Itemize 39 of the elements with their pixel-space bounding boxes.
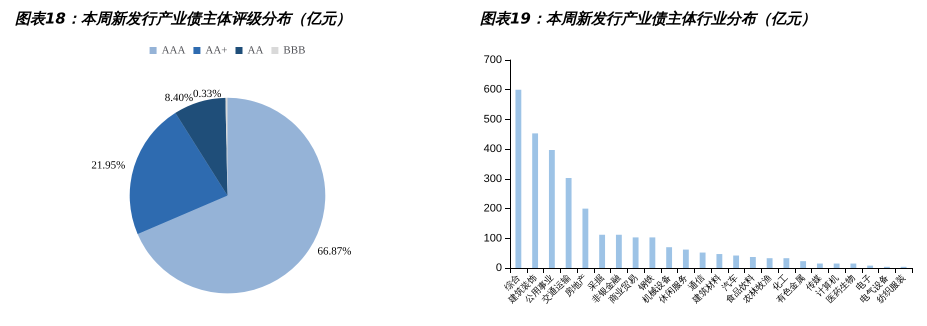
bar	[834, 264, 840, 268]
y-tick-label: 600	[484, 84, 502, 96]
y-tick-label: 400	[484, 143, 502, 156]
chart-title: 图表19：本周新发行产业债主体行业分布（亿元）	[480, 10, 816, 28]
bar	[616, 234, 622, 268]
bar	[582, 208, 588, 268]
bar	[599, 234, 606, 268]
bar	[800, 261, 806, 268]
chart-title: 图表18：本周新发行产业债主体评级分布（亿元）	[15, 10, 351, 28]
bar	[816, 264, 823, 268]
y-tick-label: 100	[484, 232, 502, 244]
bar	[700, 252, 706, 268]
legend-label: AA+	[205, 44, 228, 56]
bar	[649, 237, 656, 268]
bar	[666, 247, 672, 268]
bar	[766, 258, 773, 268]
data-label: 8.40%	[164, 92, 194, 104]
bar	[750, 257, 756, 268]
bar	[632, 237, 639, 268]
bar	[783, 258, 790, 268]
bar	[733, 256, 740, 268]
bar	[850, 264, 856, 268]
bar	[532, 133, 538, 268]
data-label: 66.87%	[318, 246, 352, 258]
data-label: 21.95%	[91, 159, 126, 172]
bar	[566, 178, 572, 268]
y-tick-label: 500	[484, 113, 502, 126]
y-tick-label: 0	[496, 262, 502, 274]
bar	[515, 90, 522, 268]
data-label: 0.33%	[192, 88, 222, 100]
y-tick-label: 700	[484, 54, 502, 66]
bar	[682, 250, 689, 268]
legend-label: AAA	[162, 44, 186, 56]
bar	[548, 150, 555, 268]
bar	[716, 254, 722, 268]
legend-label: AA	[248, 44, 264, 56]
legend-label: BBB	[283, 44, 306, 56]
y-tick-label: 300	[484, 172, 502, 185]
y-tick-label: 200	[484, 202, 502, 215]
